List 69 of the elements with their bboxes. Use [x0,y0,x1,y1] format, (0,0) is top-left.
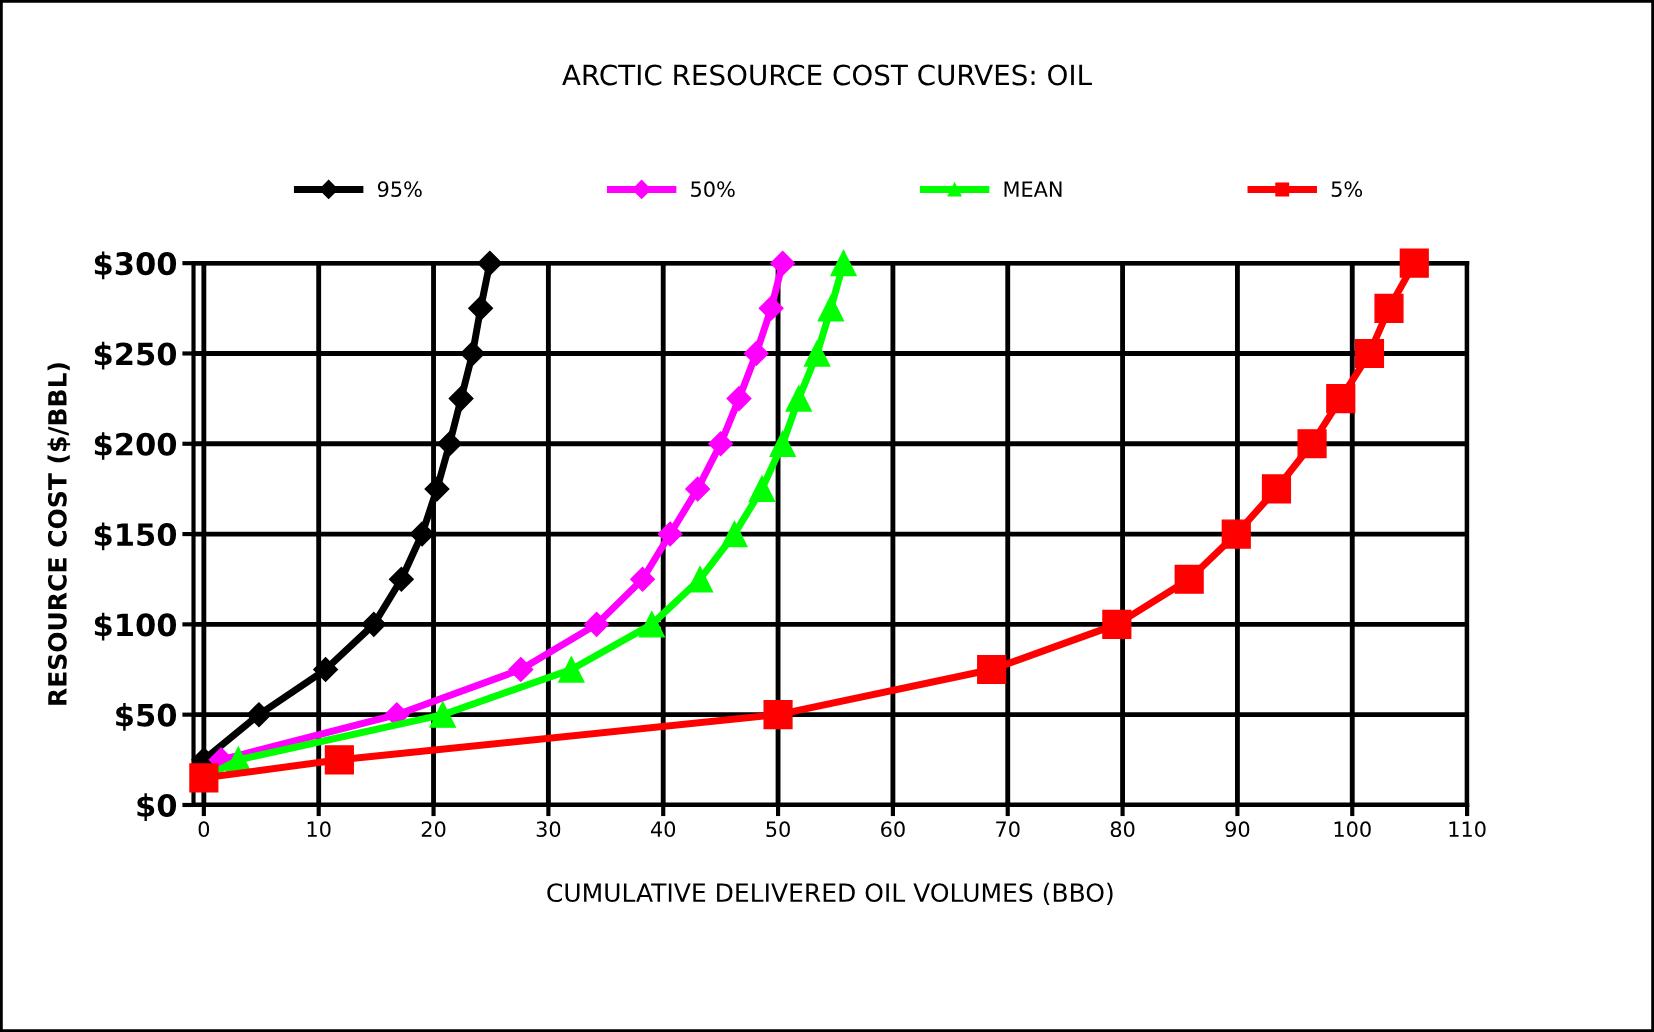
point [1221,519,1251,549]
y-tick-label: $250 [94,341,177,370]
point [1374,293,1404,323]
point [770,250,796,276]
point [830,249,857,277]
point [409,521,435,547]
point [785,385,812,412]
point [324,745,354,775]
x-tick-label: 80 [1110,821,1135,838]
point [1174,564,1204,594]
point [1102,609,1132,639]
legend-label: 50% [691,181,735,198]
x-tick-label: 30 [536,821,561,838]
legend-label: 5% [1331,181,1363,198]
point [477,250,503,276]
point [460,340,486,366]
point [361,611,387,637]
legend-label: MEAN [1004,181,1062,197]
point [758,295,784,321]
point [584,611,610,637]
x-tick-label: 100 [1334,821,1371,838]
x-tick-label: 20 [421,821,446,838]
point [1399,248,1429,278]
x-tick-label: 90 [1225,821,1250,838]
point [708,431,734,457]
y-axis-title: RESOURCE COST ($/BBL) [47,363,71,705]
x-tick-label: 60 [881,821,905,838]
point [748,475,776,503]
point [685,476,711,502]
point [448,386,474,412]
point [424,476,450,502]
point [388,566,414,592]
x-tick-label: 40 [650,821,676,838]
point [1354,338,1385,369]
x-tick-label: 70 [996,821,1020,838]
point [1261,474,1292,504]
legend-label: 95% [377,181,422,198]
x-tick-label: 10 [307,821,331,838]
point [721,520,748,548]
point [657,521,683,547]
point [468,295,494,321]
point [763,700,793,730]
y-tick-label: $300 [94,251,177,280]
x-tick-label: 110 [1449,821,1486,838]
x-axis-title: CUMULATIVE DELIVERED OIL VOLUMES (BBO) [547,882,1113,906]
x-tick-label: 0 [198,821,210,838]
point [508,657,534,682]
y-tick-label: $200 [94,432,177,460]
point [726,386,752,412]
point [630,566,656,592]
point [313,657,339,682]
point [769,430,796,457]
y-tick-label: $150 [94,522,177,551]
point [429,701,456,728]
point [1326,384,1356,414]
x-tick-label: 50 [766,821,790,838]
point [638,611,665,638]
point [977,654,1007,685]
y-tick-label: $0 [137,793,177,822]
chart-title: ARCTIC RESOURCE COST CURVES: OIL [562,64,1092,86]
y-tick-label: $50 [116,703,177,731]
y-tick-label: $100 [94,612,177,641]
point [743,340,769,366]
point [558,656,585,683]
point [1297,429,1327,459]
point [437,431,463,457]
point [803,340,831,367]
point [246,702,272,728]
point [817,295,845,322]
